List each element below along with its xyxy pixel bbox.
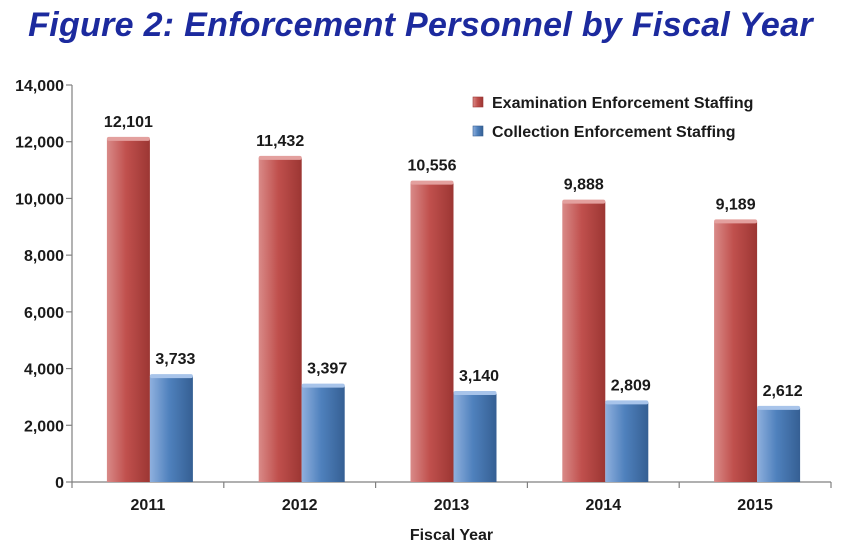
- y-tick-label: 4,000: [24, 362, 64, 379]
- bar-examination-2015: [714, 221, 758, 482]
- legend: Examination Enforcement Staffing Collecti…: [472, 95, 753, 141]
- data-labels-group: 12,101 3,733 11,432 3,397 10,556 3,140 9,888 2,…: [104, 114, 803, 400]
- x-tick-label: 2015: [737, 497, 773, 514]
- bar-cap: [106, 136, 150, 141]
- legend-label-collection: Collection Enforcement Staffing: [492, 124, 736, 141]
- bar-cap: [562, 199, 606, 204]
- bar-cap: [714, 219, 758, 224]
- data-label: 3,140: [459, 368, 499, 385]
- bar-examination-2011: [106, 138, 150, 482]
- legend-label-examination: Examination Enforcement Staffing: [492, 95, 753, 112]
- bar-examination-2013: [410, 182, 454, 483]
- y-tick-label: 12,000: [15, 135, 64, 152]
- data-label: 10,556: [408, 158, 457, 175]
- bar-collection-2013: [453, 392, 497, 482]
- bar-cap: [757, 405, 801, 410]
- bar-cap: [301, 383, 345, 388]
- data-label: 9,189: [716, 196, 756, 213]
- bar-collection-2015: [757, 407, 801, 482]
- bar-collection-2014: [605, 402, 649, 482]
- bar-examination-2014: [562, 201, 606, 483]
- y-tick-label: 8,000: [24, 248, 64, 265]
- axes-group: 0 2,000 4,000 6,000 8,000 10,000 12,000 14,000 2…: [15, 78, 832, 544]
- y-tick-label: 6,000: [24, 305, 64, 322]
- bar-cap: [410, 180, 454, 185]
- bar-collection-2011: [149, 376, 193, 482]
- bars-group: [106, 136, 801, 483]
- bar-cap: [258, 155, 302, 160]
- data-label: 12,101: [104, 114, 153, 131]
- x-tick-label: 2011: [131, 497, 166, 514]
- x-tick-label: 2012: [282, 497, 318, 514]
- data-label: 2,809: [611, 377, 651, 394]
- bar-cap: [453, 390, 497, 395]
- chart-title: Figure 2: Enforcement Personnel by Fisca…: [28, 6, 813, 44]
- data-label: 2,612: [763, 383, 803, 400]
- data-label: 11,432: [256, 133, 304, 150]
- legend-swatch-examination: [472, 96, 484, 108]
- y-tick-label: 2,000: [24, 418, 64, 435]
- data-label: 9,888: [564, 177, 604, 194]
- y-tick-label: 10,000: [15, 191, 64, 208]
- x-tick-label: 2014: [586, 497, 622, 514]
- legend-swatch-collection: [472, 125, 484, 137]
- data-label: 3,397: [307, 361, 347, 378]
- bar-collection-2012: [301, 385, 345, 482]
- bar-cap: [605, 400, 649, 405]
- y-tick-label: 14,000: [15, 78, 64, 95]
- x-tick-label: 2013: [434, 497, 470, 514]
- data-label: 3,733: [155, 351, 195, 368]
- y-tick-label: 0: [55, 475, 64, 492]
- x-axis-title: Fiscal Year: [410, 527, 493, 544]
- bar-cap: [149, 374, 193, 379]
- bar-examination-2012: [258, 157, 302, 482]
